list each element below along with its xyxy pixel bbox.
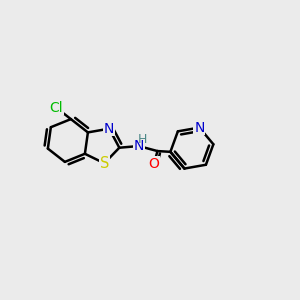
Text: O: O xyxy=(148,157,159,171)
Text: Cl: Cl xyxy=(50,101,63,115)
Text: N: N xyxy=(134,139,144,153)
Text: N: N xyxy=(104,122,114,136)
Text: S: S xyxy=(100,156,109,171)
Text: H: H xyxy=(138,133,147,146)
Text: N: N xyxy=(194,121,205,135)
